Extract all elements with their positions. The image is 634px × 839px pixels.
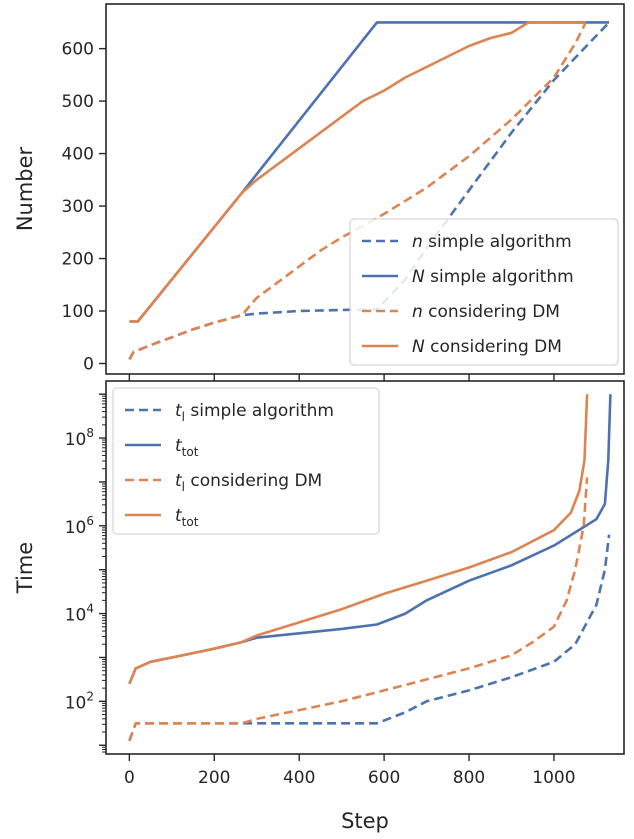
panel2-legend: tl simple algorithm ttot tl considering DM…: [112, 387, 380, 535]
panel1-legend-label: N simple algorithm: [412, 267, 574, 287]
panel1-legend: n simple algorithm N simple algorithm n co…: [349, 218, 619, 366]
panel1-y-tick-label: 200: [62, 250, 94, 270]
panel2-legend-label: tl considering DM: [175, 471, 322, 494]
panel2-x-axis-title: Step: [341, 809, 389, 833]
panel2-x-tick-label: 200: [198, 768, 230, 788]
panel2-x-tick-label: 400: [283, 768, 315, 788]
panel1-y-tick-label: 500: [62, 92, 94, 112]
panel1-plot: 0 100 200 300 400 500 600 Number n simple algori…: [13, 3, 625, 381]
panel1-legend-label: N considering DM: [412, 337, 562, 357]
panel2-x-tick-label: 0: [124, 768, 135, 788]
panel1-frame: [105, 3, 625, 375]
panel1-series-line: [128, 21, 587, 360]
panel1-y-tick-label: 0: [83, 355, 94, 375]
panel2-y-axis-title: Time: [13, 542, 37, 594]
panel2-y-tick-label: 102: [65, 689, 94, 713]
panel2-legend-box: [112, 387, 380, 535]
panel1-series-line: [129, 21, 586, 323]
panel1-legend-box: [349, 218, 619, 366]
panel2-legend-label: ttot: [175, 436, 199, 459]
panel1-legend-label: n considering DM: [412, 302, 560, 322]
panel1-y-axis-title: Number: [13, 146, 37, 231]
panel1-legend-label: n simple algorithm: [412, 232, 572, 252]
panel2-series-line: [128, 477, 589, 742]
panel2-y-tick-label: 106: [65, 514, 94, 538]
panel2-x-tick-label: 800: [453, 768, 485, 788]
panel2-frame: [105, 380, 625, 755]
panel1-y-tick-label: 300: [62, 197, 94, 217]
panel2-plot: 0 200 400 600 800 1000 102 104 106 108 Time Step tl …: [13, 380, 625, 833]
panel2-x-tick-label: 1000: [532, 768, 575, 788]
panel2-series-line: [128, 534, 611, 742]
panel2-legend-label: tl simple algorithm: [175, 401, 334, 424]
panel2-y-tick-label: 104: [65, 602, 94, 626]
panel1-y-tick-label: 600: [62, 40, 94, 60]
panel2-x-tick-label: 600: [368, 768, 400, 788]
panel1-y-tick-label: 100: [62, 302, 94, 322]
panel2-y-tick-label: 108: [65, 426, 94, 450]
panel2-legend-label: ttot: [175, 506, 199, 529]
panel2-series-line: [128, 394, 589, 685]
panel1-y-tick-label: 400: [62, 145, 94, 165]
